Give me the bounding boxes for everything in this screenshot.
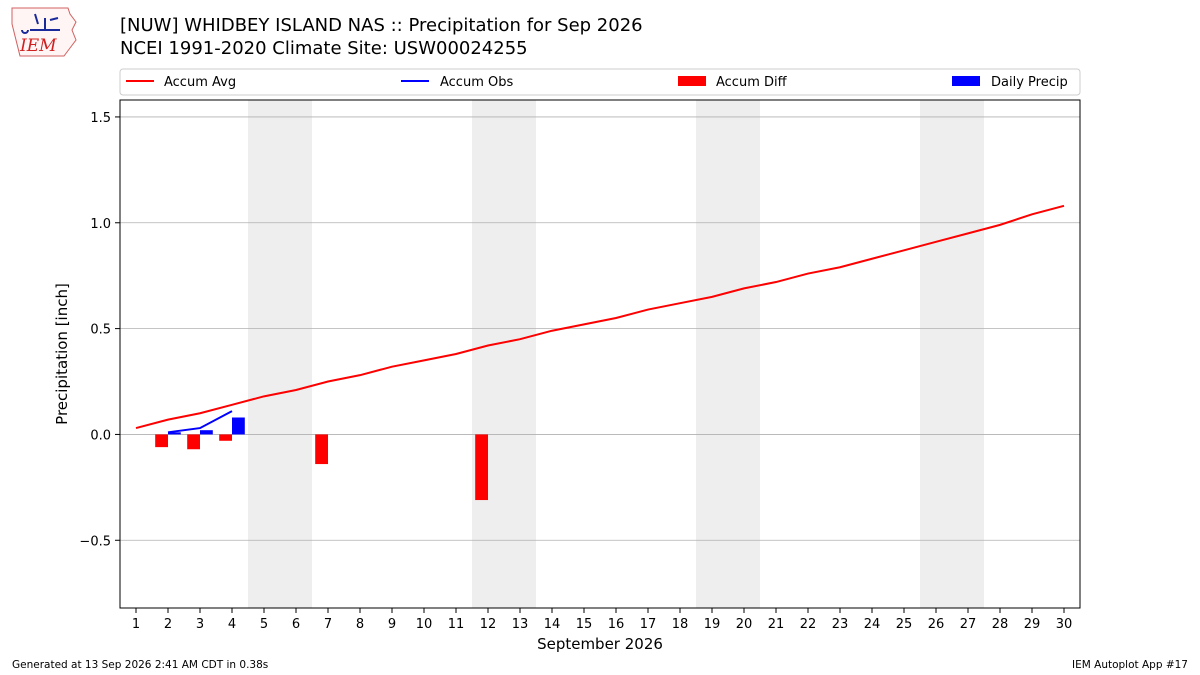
chart-title-line1: [NUW] WHIDBEY ISLAND NAS :: Precipitatio… bbox=[120, 15, 643, 36]
y-axis-label: Precipitation [inch] bbox=[53, 283, 71, 425]
chart-title-line2: NCEI 1991-2020 Climate Site: USW00024255 bbox=[120, 38, 528, 59]
x-tick-label: 25 bbox=[896, 617, 913, 632]
accum-avg-line bbox=[135, 204, 1065, 430]
x-tick-label: 3 bbox=[196, 617, 204, 632]
legend-item-avg: Accum Avg bbox=[126, 75, 236, 90]
accum-diff-bar bbox=[475, 434, 488, 501]
y-tick-label: 0.5 bbox=[90, 323, 111, 338]
daily-precip-bar bbox=[168, 432, 181, 435]
weekend-band-1 bbox=[248, 100, 312, 608]
legend-label-diff: Accum Diff bbox=[716, 75, 788, 90]
y-axis-ticks: −0.5 0.0 0.5 1.0 1.5 bbox=[79, 111, 120, 549]
x-tick-label: 23 bbox=[832, 617, 849, 632]
legend-item-daily: Daily Precip bbox=[952, 75, 1068, 90]
footer-generated: Generated at 13 Sep 2026 2:41 AM CDT in … bbox=[12, 659, 268, 671]
y-tick-label: 0.0 bbox=[90, 428, 111, 443]
iowa-outline-icon bbox=[11, 7, 77, 57]
x-tick-label: 14 bbox=[544, 617, 561, 632]
weekend-bands bbox=[248, 100, 984, 608]
x-tick-label: 10 bbox=[416, 617, 433, 632]
weekend-band-3 bbox=[696, 100, 760, 608]
x-tick-label: 9 bbox=[388, 617, 396, 632]
iem-logo: IEM bbox=[11, 7, 77, 57]
x-tick-label: 30 bbox=[1056, 617, 1073, 632]
x-tick-label: 15 bbox=[576, 617, 593, 632]
x-tick-label: 20 bbox=[736, 617, 753, 632]
x-tick-label: 22 bbox=[800, 617, 817, 632]
x-tick-label: 8 bbox=[356, 617, 364, 632]
legend-frame bbox=[119, 68, 1081, 96]
grid-lines bbox=[120, 116, 1080, 541]
x-tick-label: 26 bbox=[928, 617, 945, 632]
x-tick-label: 21 bbox=[768, 617, 785, 632]
accum-obs-line bbox=[167, 410, 233, 434]
x-tick-label: 6 bbox=[292, 617, 300, 632]
x-tick-label: 12 bbox=[480, 617, 497, 632]
accum-diff-bar bbox=[155, 434, 168, 448]
x-tick-label: 28 bbox=[992, 617, 1009, 632]
legend: Accum Avg Accum Obs Accum Diff Daily Pre… bbox=[119, 68, 1081, 96]
y-tick-label: −0.5 bbox=[79, 534, 111, 549]
daily-precip-bar bbox=[200, 430, 213, 435]
legend-label-avg: Accum Avg bbox=[164, 75, 236, 90]
footer-app: IEM Autoplot App #17 bbox=[1072, 659, 1188, 671]
x-axis-label: September 2026 bbox=[537, 635, 663, 653]
accum-diff-bar bbox=[315, 434, 328, 465]
x-tick-label: 24 bbox=[864, 617, 881, 632]
x-axis-ticks: 1 2 3 4 5 6 7 8 9 10 11 12 13 14 15 16 17 18 19 20 21 22 23 24 2… bbox=[132, 608, 1072, 632]
y-tick-label: 1.5 bbox=[90, 111, 111, 126]
weekend-band-4 bbox=[920, 100, 984, 608]
series-lines bbox=[135, 204, 1065, 434]
bars bbox=[155, 417, 488, 501]
accum-diff-bar bbox=[187, 434, 200, 450]
logo-text: IEM bbox=[19, 36, 57, 56]
legend-label-daily: Daily Precip bbox=[991, 75, 1068, 90]
legend-swatch-daily bbox=[952, 76, 980, 86]
x-tick-label: 4 bbox=[228, 617, 236, 632]
legend-item-obs: Accum Obs bbox=[401, 75, 513, 90]
x-tick-label: 1 bbox=[132, 617, 140, 632]
x-tick-label: 27 bbox=[960, 617, 977, 632]
x-tick-label: 19 bbox=[704, 617, 721, 632]
x-tick-label: 11 bbox=[448, 617, 465, 632]
x-tick-label: 17 bbox=[640, 617, 657, 632]
legend-item-diff: Accum Diff bbox=[678, 75, 788, 90]
x-tick-label: 2 bbox=[164, 617, 172, 632]
plot-frame bbox=[119, 99, 1081, 609]
accum-diff-bar bbox=[219, 434, 232, 441]
weather-station-icon bbox=[21, 13, 60, 34]
x-tick-label: 29 bbox=[1024, 617, 1041, 632]
x-tick-label: 16 bbox=[608, 617, 625, 632]
x-tick-label: 18 bbox=[672, 617, 689, 632]
y-tick-label: 1.0 bbox=[90, 217, 111, 232]
daily-precip-bar bbox=[232, 417, 245, 435]
weekend-band-2 bbox=[472, 100, 536, 608]
legend-label-obs: Accum Obs bbox=[440, 75, 513, 90]
x-tick-label: 7 bbox=[324, 617, 332, 632]
x-tick-label: 13 bbox=[512, 617, 529, 632]
legend-swatch-diff bbox=[678, 76, 706, 86]
x-tick-label: 5 bbox=[260, 617, 268, 632]
